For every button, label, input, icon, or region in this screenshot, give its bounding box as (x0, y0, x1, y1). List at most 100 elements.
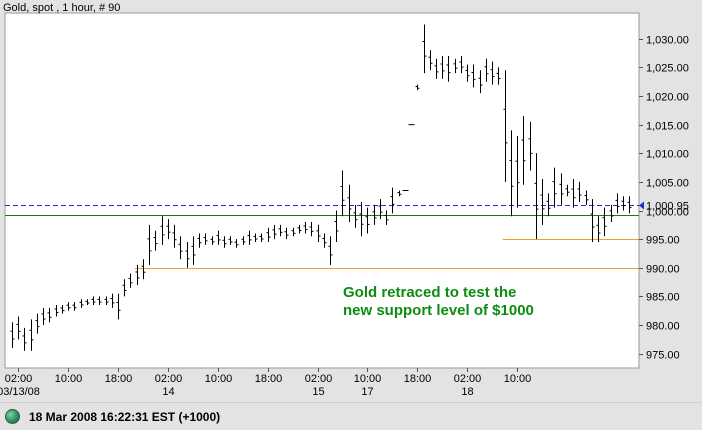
price-bar (627, 196, 632, 214)
price-bar (347, 184, 352, 222)
price-bar (471, 64, 476, 88)
x-tick-label: 02:00 (155, 373, 183, 385)
price-bar (440, 55, 445, 79)
price-bar (97, 296, 102, 306)
status-offset: (+1000) (178, 409, 221, 424)
price-bar (54, 305, 59, 317)
price-bar (422, 24, 427, 74)
price-bar (16, 316, 21, 340)
price-bar (559, 173, 564, 205)
price-bar (291, 227, 296, 237)
price-bar (272, 224, 277, 240)
price-bar (365, 207, 370, 234)
y-tick-label: 1,030.00 (646, 35, 689, 47)
price-bar (390, 187, 395, 214)
price-bar (340, 170, 345, 217)
price-bar (160, 216, 165, 245)
price-bar (197, 233, 202, 248)
price-bar (515, 136, 520, 208)
price-bar (459, 55, 464, 74)
price-bar (47, 307, 52, 323)
x-tick-label: 02:00 (305, 373, 333, 385)
price-bar (116, 293, 121, 320)
price-bar (322, 233, 327, 248)
x-tick-label: 18:00 (255, 373, 283, 385)
price-bar (41, 307, 46, 326)
price-bar (247, 230, 252, 245)
x-tick-label: 10:00 (55, 373, 83, 385)
price-bar (397, 190, 402, 197)
price-bar (509, 130, 514, 217)
price-bar (241, 236, 246, 245)
x-tick-label: 02:00 (454, 373, 482, 385)
y-tick-label: 1,020.00 (646, 92, 689, 104)
price-bar (297, 224, 302, 234)
price-bar (428, 50, 433, 71)
price-bar (128, 273, 133, 288)
x-tick-label: 18:00 (105, 373, 133, 385)
price-bar (465, 64, 470, 82)
price-bar (571, 179, 576, 208)
chart-window: Gold, spot , 1 hour, # 90 975.00 980.00 98… (0, 0, 702, 402)
price-bar (72, 302, 77, 311)
chart-title: Gold, spot , 1 hour, # 90 (3, 2, 120, 14)
price-bar (546, 193, 551, 217)
x-date-label: 17 (361, 386, 373, 398)
price-bar (609, 204, 614, 222)
price-bar (284, 227, 289, 240)
y-tick-label: 1,025.00 (646, 63, 689, 75)
price-bar (29, 319, 34, 351)
price-bar (266, 227, 271, 243)
price-bar (60, 305, 65, 314)
price-bar (496, 67, 501, 85)
price-chart[interactable]: Gold, spot , 1 hour, # 90 975.00 980.00 98… (0, 0, 702, 402)
price-bar (590, 199, 595, 243)
price-bar (135, 264, 140, 285)
price-bar (490, 61, 495, 85)
price-bar (521, 116, 526, 185)
price-bar (316, 224, 321, 243)
status-bar: 18 Mar 2008 16:22:31 EST (+1000) (0, 402, 702, 430)
price-bars (10, 24, 632, 351)
price-bar (79, 299, 84, 308)
price-bar (540, 179, 545, 225)
price-bar (328, 236, 333, 265)
y-tick-label: 990.00 (646, 264, 680, 276)
price-bar (615, 193, 620, 214)
price-bar (210, 236, 215, 245)
y-tick-label: 995.00 (646, 235, 680, 247)
last-value-label: 1,000.95 (646, 201, 689, 213)
price-bar (203, 233, 208, 245)
price-bar (584, 190, 589, 205)
price-bar (253, 233, 258, 243)
price-bar (234, 239, 239, 248)
price-bar (178, 236, 183, 260)
price-bar (309, 221, 314, 237)
price-bar (453, 58, 458, 74)
x-tick-label: 10:00 (504, 373, 532, 385)
price-bar (334, 210, 339, 243)
x-date-label: 15 (312, 386, 324, 398)
x-tick-label: 10:00 (205, 373, 233, 385)
price-bar (478, 70, 483, 94)
status-datetime: 18 Mar 2008 16:22:31 EST (+1000) (29, 410, 220, 424)
price-bar (596, 216, 601, 243)
price-bar (484, 58, 489, 82)
plot-area[interactable] (4, 12, 640, 369)
price-bar (577, 181, 582, 202)
price-bar (147, 224, 152, 265)
price-bar (172, 224, 177, 248)
x-date-label: 14 (162, 386, 174, 398)
y-tick-label: 1,000.00 (646, 207, 689, 219)
price-bar (602, 207, 607, 237)
y-axis: 975.00980.00985.00990.00995.001,000.001,… (639, 35, 689, 362)
price-bar (122, 279, 127, 297)
horizontal-lines (5, 205, 639, 269)
price-bar (91, 296, 96, 306)
price-bar (10, 322, 15, 348)
x-tick-label: 02:00 (5, 373, 33, 385)
x-tick-label: 10:00 (354, 373, 382, 385)
price-bar (303, 221, 308, 234)
price-bar (378, 199, 383, 220)
price-bar (66, 302, 71, 311)
